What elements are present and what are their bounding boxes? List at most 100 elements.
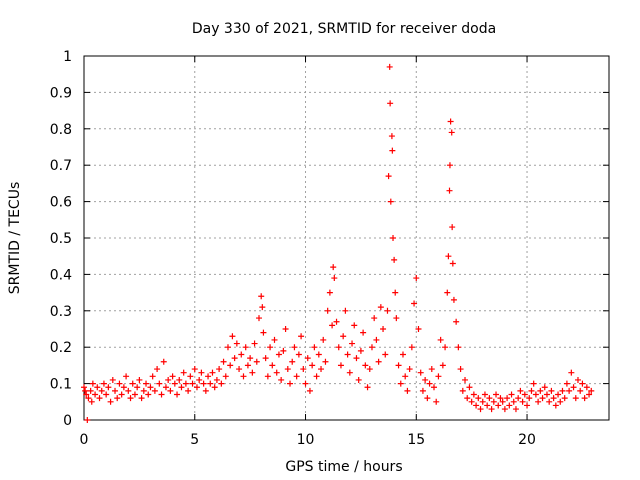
- data-point: [397, 380, 404, 387]
- data-point: [512, 406, 519, 413]
- data-point: [185, 387, 192, 394]
- data-point: [174, 391, 181, 398]
- data-point: [138, 395, 145, 402]
- data-point: [537, 387, 544, 394]
- y-tick-label: 0.1: [50, 377, 72, 393]
- data-point: [295, 351, 302, 358]
- data-point: [486, 395, 493, 402]
- data-point: [550, 395, 557, 402]
- y-tick-label: 0.6: [50, 195, 72, 211]
- data-point: [171, 380, 178, 387]
- y-tick-label: 1: [63, 49, 72, 65]
- data-point: [444, 289, 451, 296]
- data-point: [330, 264, 337, 271]
- data-point: [411, 300, 418, 307]
- data-point: [415, 326, 422, 332]
- data-point: [158, 391, 165, 398]
- data-point: [586, 391, 593, 398]
- data-point: [462, 376, 469, 383]
- data-point: [417, 369, 424, 376]
- data-point: [490, 398, 497, 405]
- data-point: [298, 333, 305, 340]
- data-point: [107, 398, 114, 405]
- data-point: [375, 358, 382, 365]
- data-point: [402, 373, 409, 380]
- data-point: [240, 373, 247, 380]
- data-point: [519, 398, 526, 405]
- data-point: [386, 63, 393, 70]
- data-point: [532, 391, 539, 398]
- data-point: [259, 304, 266, 311]
- y-tick-label: 0.3: [50, 304, 72, 320]
- data-point: [205, 373, 212, 380]
- data-point: [326, 289, 333, 296]
- data-point: [329, 322, 336, 329]
- data-point: [353, 355, 360, 362]
- data-point: [473, 402, 480, 409]
- data-point: [446, 162, 453, 169]
- data-point: [114, 395, 121, 402]
- data-points: [81, 63, 595, 423]
- data-point: [196, 376, 203, 383]
- data-point: [344, 351, 351, 358]
- data-point: [466, 384, 473, 391]
- data-point: [488, 406, 495, 413]
- data-point: [118, 391, 125, 398]
- data-point: [360, 329, 367, 336]
- data-point: [222, 373, 229, 380]
- data-point: [389, 147, 396, 154]
- data-point: [143, 380, 150, 387]
- data-point: [313, 373, 320, 380]
- data-point: [504, 395, 511, 402]
- data-point: [216, 366, 223, 373]
- data-point: [98, 387, 105, 394]
- data-point: [357, 347, 364, 354]
- data-point: [346, 369, 353, 376]
- data-point: [87, 387, 94, 394]
- data-point: [200, 380, 207, 387]
- data-point: [96, 395, 103, 402]
- data-point: [501, 406, 508, 413]
- data-point: [393, 315, 400, 322]
- data-point: [331, 275, 338, 282]
- data-point: [552, 402, 559, 409]
- data-point: [189, 380, 196, 387]
- y-tick-label: 0.8: [50, 122, 72, 138]
- data-point: [251, 340, 258, 347]
- data-point: [366, 366, 373, 373]
- data-point: [382, 351, 389, 358]
- data-point: [355, 376, 362, 383]
- data-point: [570, 384, 577, 391]
- data-point: [167, 387, 174, 394]
- data-point: [577, 387, 584, 394]
- data-point: [256, 315, 262, 322]
- data-point: [213, 376, 220, 383]
- data-point: [271, 336, 278, 343]
- data-point: [442, 344, 449, 351]
- data-point: [131, 391, 138, 398]
- data-point: [247, 355, 254, 362]
- data-point: [528, 387, 535, 394]
- data-point: [543, 391, 550, 398]
- data-point: [408, 344, 415, 351]
- data-point: [291, 344, 298, 351]
- data-point: [169, 373, 176, 380]
- data-point: [287, 380, 294, 387]
- x-tick-label: 15: [407, 432, 425, 448]
- data-point: [535, 398, 542, 405]
- data-point: [453, 318, 460, 325]
- data-point: [100, 380, 107, 387]
- data-point: [249, 369, 256, 376]
- data-point: [105, 384, 112, 391]
- data-point: [468, 398, 475, 405]
- data-point: [422, 376, 429, 383]
- data-point: [218, 380, 225, 387]
- data-point: [459, 387, 466, 394]
- data-point: [364, 384, 371, 391]
- data-point: [116, 380, 123, 387]
- data-point: [428, 366, 435, 373]
- data-point: [388, 133, 395, 140]
- data-point: [154, 366, 161, 373]
- data-point: [515, 395, 522, 402]
- data-point: [539, 395, 546, 402]
